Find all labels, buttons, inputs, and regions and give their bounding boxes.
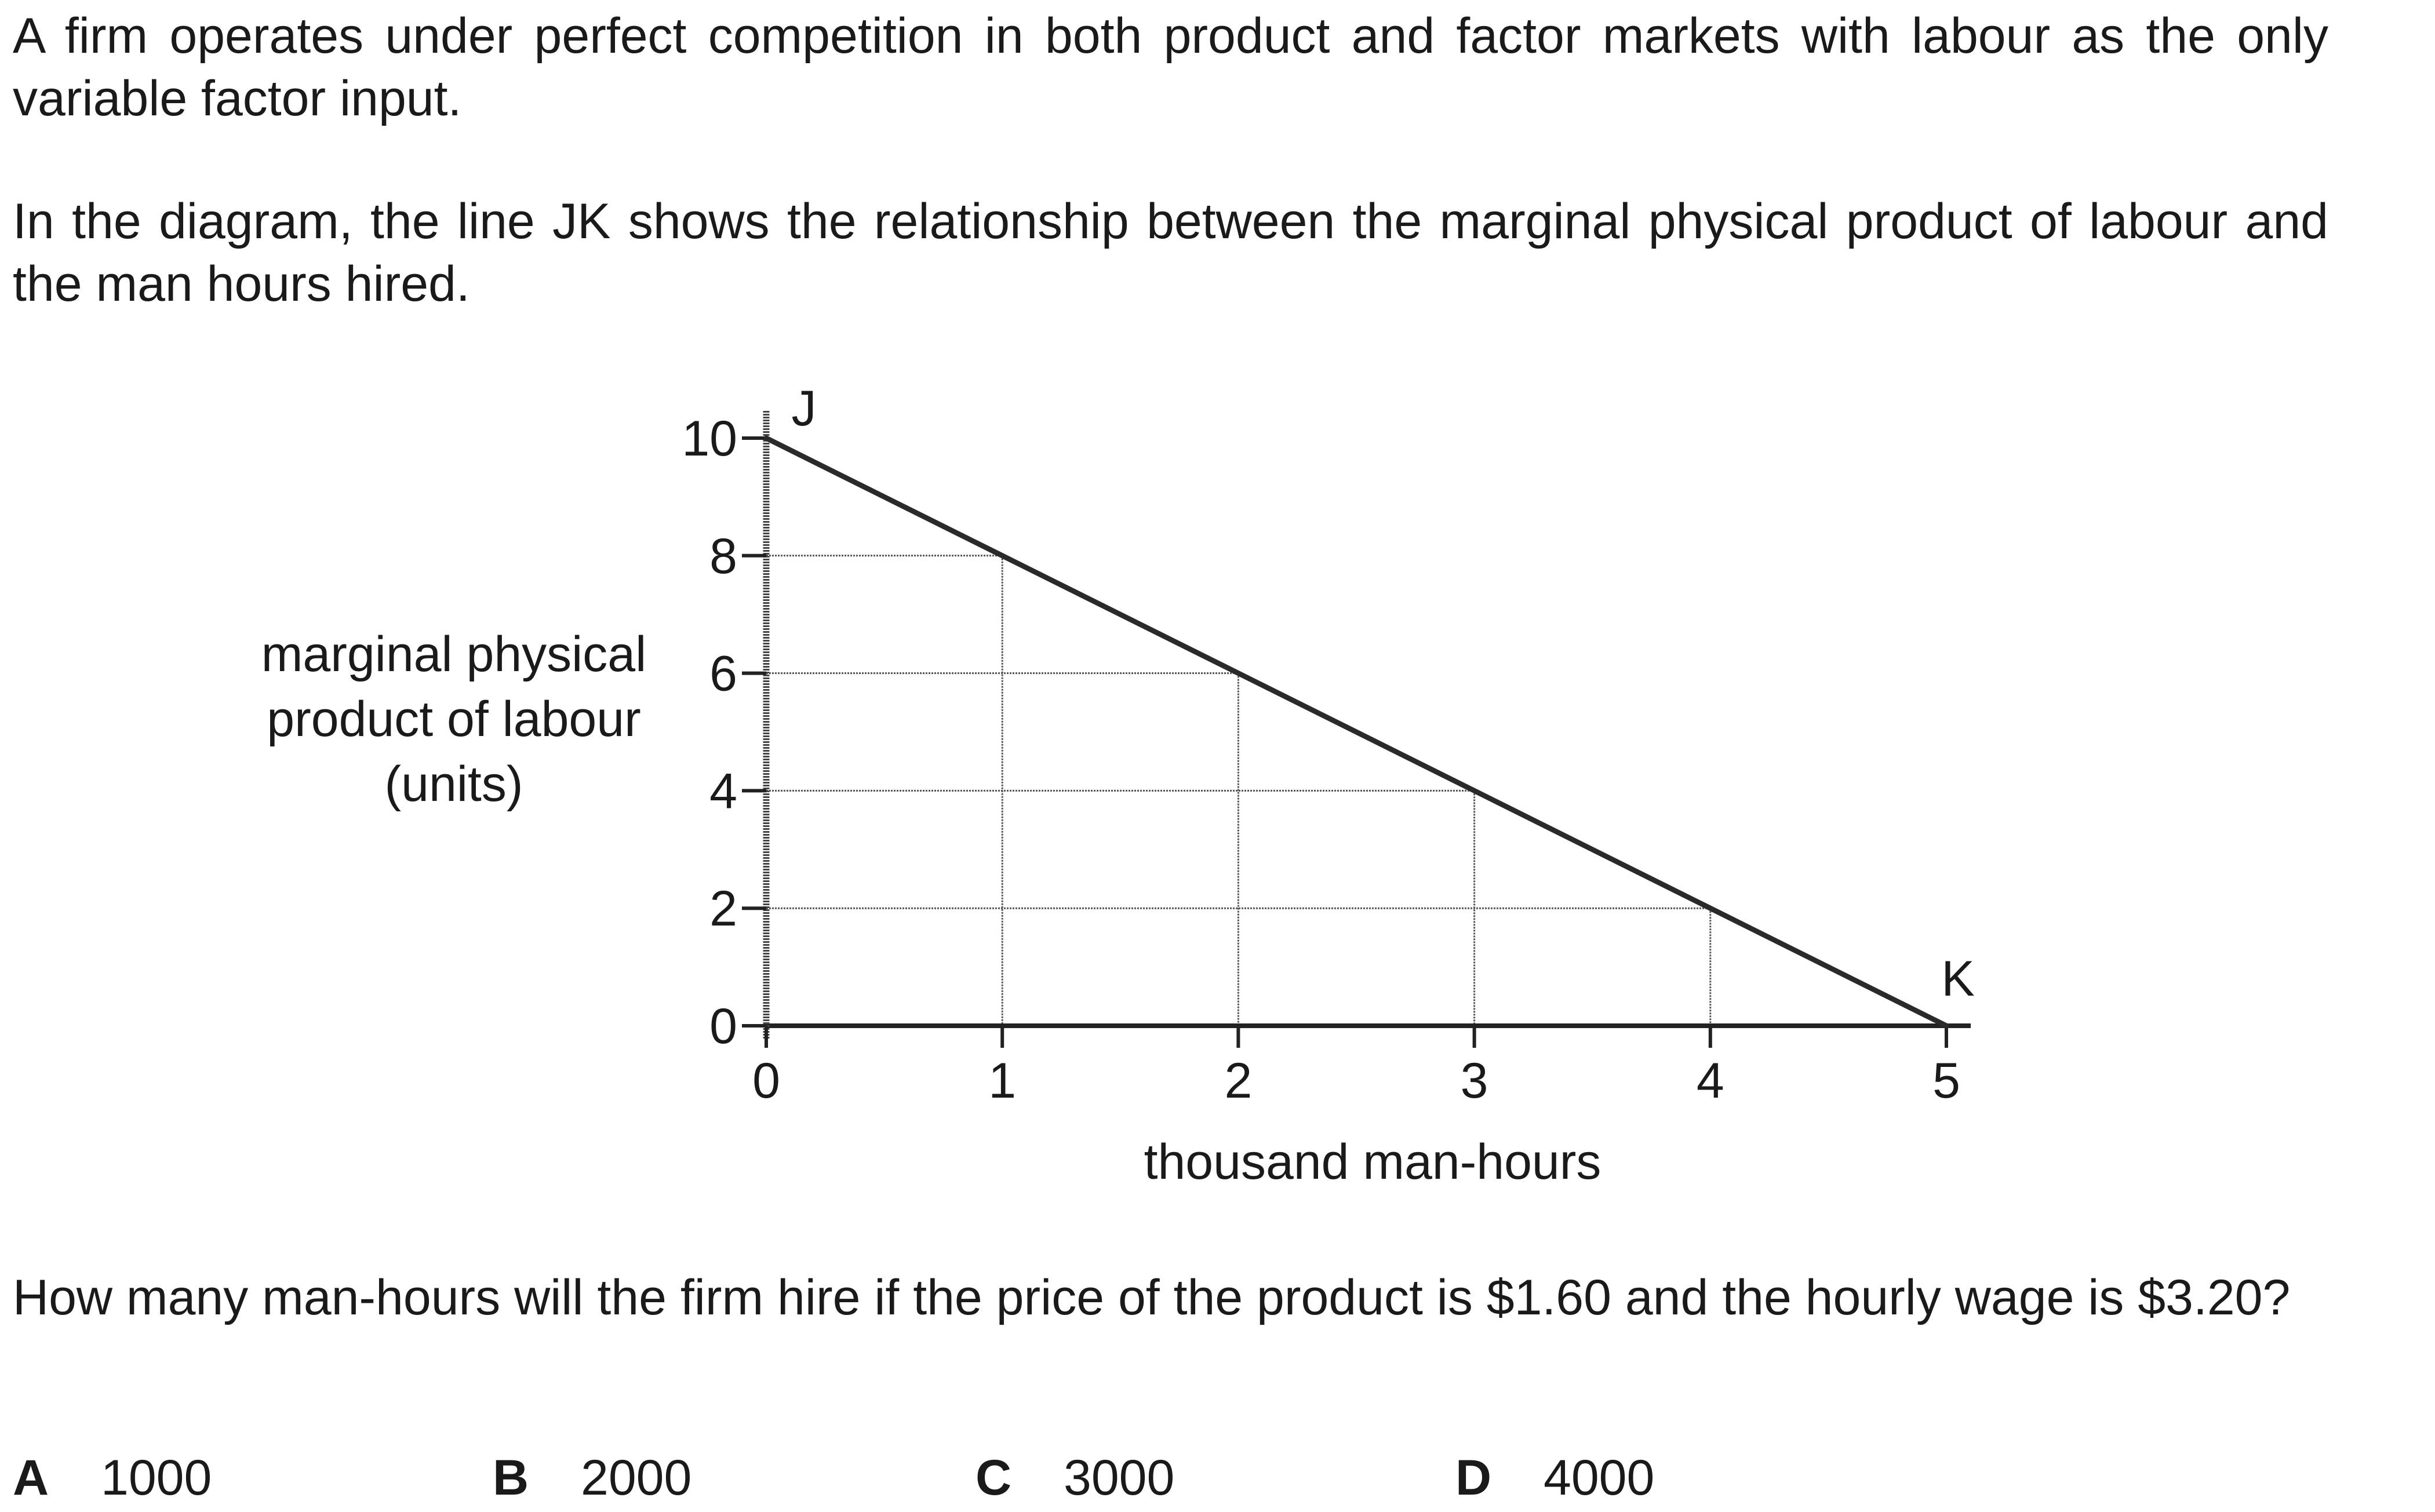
option-c-value: 3000 <box>1064 1450 1175 1506</box>
option-d-value: 4000 <box>1544 1450 1655 1506</box>
y-axis-title-line-1: product of labour <box>267 691 640 747</box>
series-line-JK <box>763 435 1949 1029</box>
y-tick-label-8: 8 <box>709 529 737 584</box>
option-b-value: 2000 <box>581 1450 692 1506</box>
y-tick-label-10: 10 <box>682 411 737 467</box>
y-tick-label-0: 0 <box>709 999 737 1054</box>
y-tick-label-6: 6 <box>709 646 737 702</box>
point-label-K: K <box>1941 951 1974 1007</box>
x-tick-label-1: 1 <box>988 1053 1016 1109</box>
point-label-J: J <box>792 381 817 436</box>
y-tick-label-2: 2 <box>709 881 737 937</box>
option-c-letter: C <box>976 1450 1012 1506</box>
option-d[interactable]: D 4000 <box>1455 1447 1654 1509</box>
x-tick-label-3: 3 <box>1461 1053 1488 1109</box>
x-axis-title: thousand man-hours <box>1144 1134 1602 1190</box>
option-a-letter: A <box>13 1450 49 1506</box>
option-d-letter: D <box>1455 1450 1492 1506</box>
option-a-value: 1000 <box>101 1450 212 1506</box>
x-tick-label-2: 2 <box>1224 1053 1252 1109</box>
question-intro: A firm operates under perfect competitio… <box>13 8 2328 126</box>
option-b-letter: B <box>493 1450 529 1506</box>
chart-axes <box>763 410 1971 1039</box>
question-prompt: How many man-hours will the firm hire if… <box>13 1270 2291 1325</box>
option-a[interactable]: A 1000 <box>13 1447 212 1509</box>
y-axis-title-line-2: (units) <box>385 756 523 812</box>
option-c[interactable]: C 3000 <box>976 1447 1174 1509</box>
option-b[interactable]: B 2000 <box>493 1447 691 1509</box>
x-tick-label-4: 4 <box>1697 1053 1724 1109</box>
x-tick-label-0: 0 <box>752 1053 780 1109</box>
data-point-JK-0 <box>766 438 767 439</box>
y-tick-label-4: 4 <box>709 763 737 819</box>
chart-series <box>763 435 1949 1029</box>
chart-guide-lines <box>766 555 1712 1026</box>
x-tick-label-5: 5 <box>1932 1053 1960 1109</box>
data-point-JK-1 <box>1002 555 1003 556</box>
y-axis-title-line-0: marginal physical <box>261 626 646 682</box>
diagram-description: In the diagram, the line JK shows the re… <box>13 194 2328 312</box>
chart-ticks: 0 2 4 6 8 10 0 1 2 3 4 5 <box>682 411 1960 1109</box>
data-point-JK-3 <box>1474 790 1475 791</box>
